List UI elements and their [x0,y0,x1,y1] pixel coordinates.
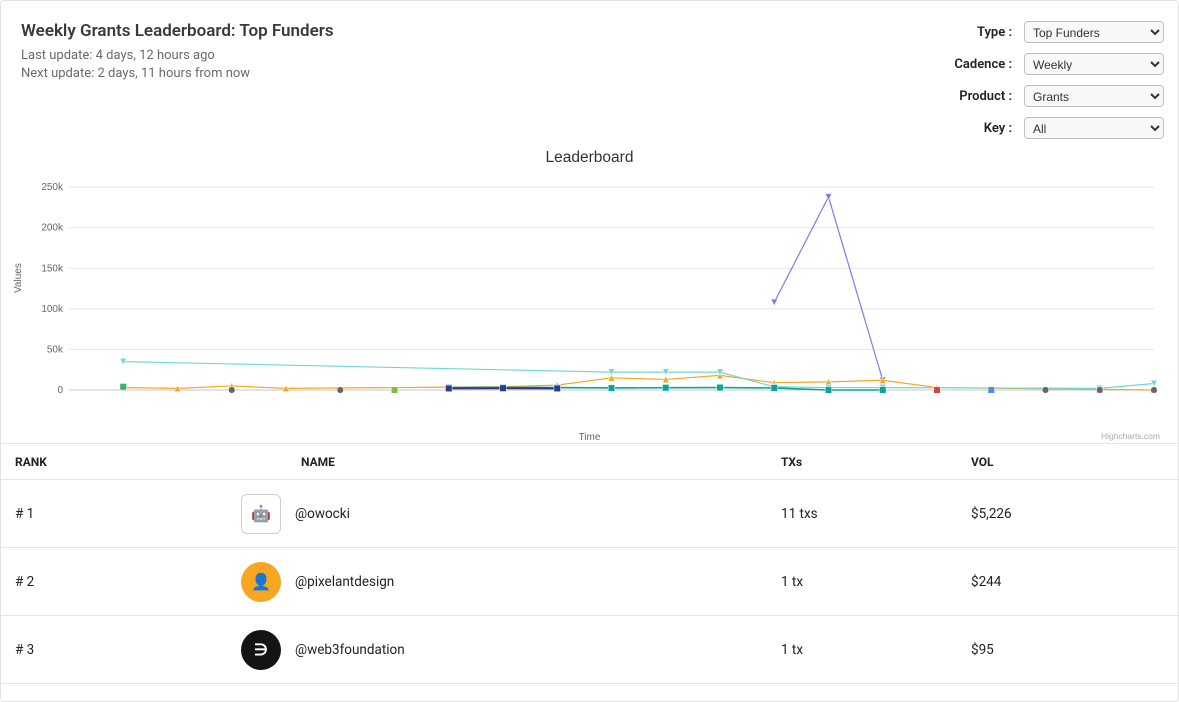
cell-vol: $5,226 [971,506,1161,522]
chart-credit: Highcharts.com [1101,431,1160,441]
chart-svg: 0 50k 100k 150k 200k 250k [29,165,1159,423]
filter-row-product: Product : Grants [954,85,1164,107]
filter-row-key: Key : All [954,117,1164,139]
chart: Leaderboard Values Time 0 50k 100k 150k 200k… [1,143,1178,443]
title-block: Weekly Grants Leaderboard: Top Funders L… [21,21,954,139]
svg-text:100k: 100k [41,304,64,315]
table-row[interactable]: # 2 👤 @pixelantdesign 1 tx$244 [1,548,1178,616]
cell-vol: $95 [971,642,1161,658]
user-handle[interactable]: @pixelantdesign [295,574,394,590]
filter-select-type[interactable]: Top Funders [1024,21,1164,43]
filter-label-key: Key : [984,121,1012,136]
cell-rank: # 2 [1,574,201,590]
filter-label-cadence: Cadence : [954,57,1012,72]
table-row[interactable]: # 3 ∋ @web3foundation 1 tx$95 [1,616,1178,684]
table-header: RANK NAME TXs VOL [1,444,1178,480]
next-update-text: Next update: 2 days, 11 hours from now [21,65,954,83]
filter-group: Type : Top Funders Cadence : Weekly Prod… [954,21,1164,139]
svg-text:150k: 150k [41,263,64,274]
filter-label-type: Type : [977,25,1012,40]
cell-rank: # 3 [1,642,201,658]
table-row[interactable]: # 1 🤖 @owocki 11 txs$5,226 [1,480,1178,548]
filter-select-cadence[interactable]: Weekly [1024,53,1164,75]
cell-rank: # 1 [1,506,201,522]
chart-x-axis-title: Time [579,432,601,443]
filter-select-key[interactable]: All [1024,117,1164,139]
filter-row-cadence: Cadence : Weekly [954,53,1164,75]
avatar[interactable]: ∋ [241,630,281,670]
page-title: Weekly Grants Leaderboard: Top Funders [21,21,954,41]
leaderboard-table: RANK NAME TXs VOL # 1 🤖 @owocki 11 txs$5,22… [1,443,1178,684]
filter-row-type: Type : Top Funders [954,21,1164,43]
last-update-text: Last update: 4 days, 12 hours ago [21,47,954,65]
user-handle[interactable]: @web3foundation [295,642,405,658]
cell-vol: $244 [971,574,1161,590]
user-handle[interactable]: @owocki [295,506,350,522]
chart-title: Leaderboard [1,143,1178,167]
col-head-vol: VOL [971,455,1161,469]
cell-txs: 1 tx [781,642,971,658]
cell-name: 🤖 @owocki [201,494,781,534]
svg-text:250k: 250k [41,182,64,193]
col-head-name: NAME [201,455,781,469]
table-body: # 1 🤖 @owocki 11 txs$5,226 # 2 👤 @pixelantdesi… [1,480,1178,684]
leaderboard-panel: Weekly Grants Leaderboard: Top Funders L… [0,0,1179,702]
filter-label-product: Product : [959,89,1012,104]
header: Weekly Grants Leaderboard: Top Funders L… [1,1,1178,139]
svg-text:0: 0 [57,385,63,396]
cell-name: 👤 @pixelantdesign [201,562,781,602]
cell-name: ∋ @web3foundation [201,630,781,670]
avatar[interactable]: 👤 [241,562,281,602]
col-head-txs: TXs [781,455,971,469]
filter-select-product[interactable]: Grants [1024,85,1164,107]
col-head-rank: RANK [1,455,201,469]
svg-text:200k: 200k [41,223,64,234]
chart-y-axis-title: Values [13,263,24,293]
cell-txs: 11 txs [781,506,971,522]
avatar[interactable]: 🤖 [241,494,281,534]
svg-text:50k: 50k [47,344,64,355]
cell-txs: 1 tx [781,574,971,590]
